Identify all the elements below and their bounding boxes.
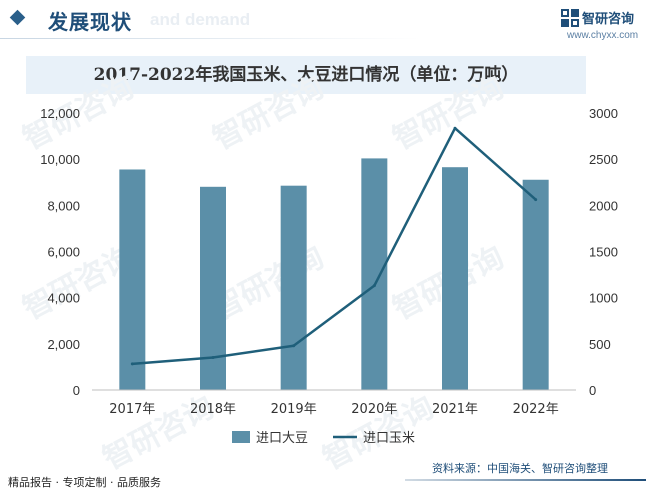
section-title: 发展现状 xyxy=(48,10,132,34)
y-right-tick-label: 500 xyxy=(589,337,611,352)
y-right-tick-label: 2500 xyxy=(589,152,618,167)
y-left-tick-label: 10,000 xyxy=(40,152,80,167)
y-left-tick-label: 0 xyxy=(73,383,80,398)
point-corn-import xyxy=(292,344,296,348)
line-corn-import xyxy=(132,126,537,366)
bar-soybean-import xyxy=(119,169,146,390)
point-corn-import xyxy=(453,126,457,130)
watermark-text: 智研咨询 xyxy=(207,70,329,157)
point-corn-import xyxy=(130,362,134,366)
bar-soybean-import xyxy=(522,179,549,390)
x-tick-label: 2022年 xyxy=(513,402,559,417)
legend-label-corn: 进口玉米 xyxy=(363,431,415,446)
brand-name: 智研咨询 xyxy=(582,12,635,27)
x-tick-label: 2018年 xyxy=(190,402,236,417)
y-right-tick-label: 0 xyxy=(589,383,596,398)
bar-soybean-import xyxy=(442,167,468,390)
y-left-tick-label: 8,000 xyxy=(47,198,80,213)
y-right-tick-label: 1500 xyxy=(589,245,618,260)
watermark-text: 智研咨询 xyxy=(387,70,509,157)
chart-title: 2017-2022年我国玉米、大豆进口情况（单位：万吨） xyxy=(93,65,519,85)
point-corn-import xyxy=(372,284,376,288)
y-right-tick-label: 2000 xyxy=(589,198,618,213)
y-left-tick-label: 4,000 xyxy=(47,291,80,306)
footer-divider xyxy=(405,479,646,481)
bar-soybean-import xyxy=(200,186,226,390)
bar-soybean-import xyxy=(361,158,388,390)
y-right-tick-label: 1000 xyxy=(589,291,618,306)
brand-logo-icon xyxy=(561,9,579,27)
footer-slogan: 精品报告 · 专项定制 · 品质服务 xyxy=(8,476,161,489)
section-header: and demand 发展现状 智研咨询 www.chyxx.com xyxy=(0,0,646,41)
brand-url: www.chyxx.com xyxy=(567,30,639,41)
chart-title-band xyxy=(26,56,586,94)
y-left-tick-label: 2,000 xyxy=(47,337,80,352)
header-divider xyxy=(0,38,420,39)
point-corn-import xyxy=(534,198,538,202)
point-corn-import xyxy=(211,355,215,359)
x-tick-label: 2020年 xyxy=(351,402,397,417)
x-tick-label: 2019年 xyxy=(271,402,317,417)
y-right-tick-label: 3000 xyxy=(589,106,618,121)
data-source: 资料来源：中国海关、智研咨询整理 xyxy=(432,462,608,475)
y-left-tick-label: 12,000 xyxy=(40,106,80,121)
header-ghost-text: and demand xyxy=(150,10,251,29)
legend-swatch-soybean xyxy=(232,431,250,443)
x-tick-label: 2017年 xyxy=(109,402,155,417)
legend-label-soybean: 进口大豆 xyxy=(256,431,308,446)
y-left-tick-label: 6,000 xyxy=(47,245,80,260)
bar-soybean-import xyxy=(280,185,307,390)
x-tick-label: 2021年 xyxy=(432,402,478,417)
